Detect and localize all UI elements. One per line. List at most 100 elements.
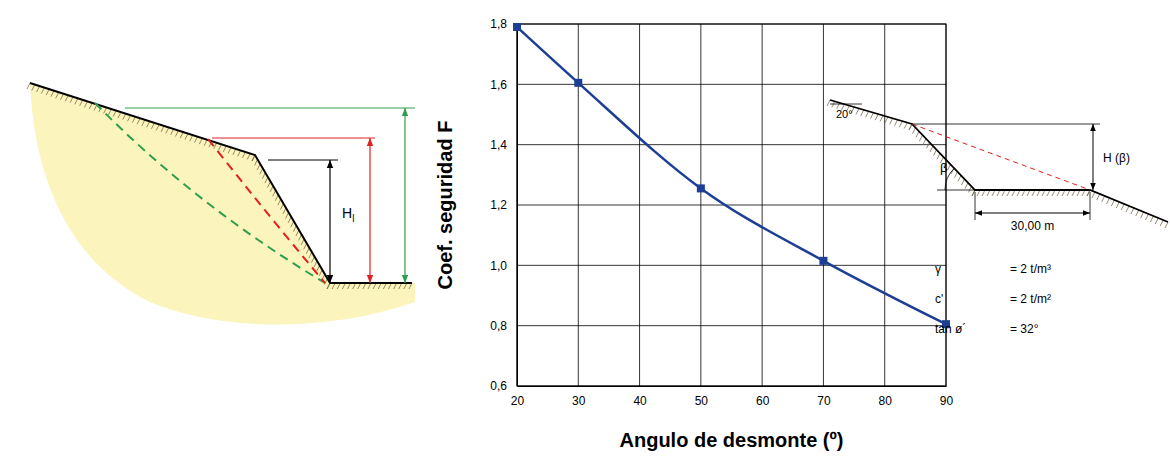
width-arrow [975,213,1090,214]
ground-hatch [927,142,930,148]
width-reference [1090,192,1091,220]
y-tick: 1,0 [490,259,517,273]
data-marker [513,23,521,31]
ground-hatch [1102,196,1105,202]
ground-hatch [870,113,873,119]
ground-hatch [1126,206,1129,212]
ground-surface [30,83,412,283]
slip-surface-red [208,139,325,283]
ground-hatch [27,83,30,89]
ground-hatch [1146,214,1149,220]
x-axis-title: Angulo de desmonte (º) [620,429,844,451]
x-tick-label: 50 [695,394,709,408]
ground-hatch [1097,194,1100,200]
ground-hatch [904,123,907,129]
ground-hatch [948,164,951,170]
y-tick: 0,8 [490,319,517,333]
parameter-symbol: tan ø´ [935,322,966,336]
ground-hatch [1107,198,1110,204]
x-tick: 20 [511,386,525,408]
y-tick: 1,6 [490,78,517,92]
y-tick: 0,6 [490,379,517,393]
y-tick-label: 0,8 [490,319,507,333]
x-tick-label: 60 [756,394,770,408]
width-label: 30,00 m [1011,219,1054,233]
data-marker [574,79,582,87]
ground-hatch [916,131,919,137]
grid-line-y [517,144,946,145]
height-label: Hl [342,205,354,224]
ground-hatch [861,110,864,116]
y-axis: 0,60,81,01,21,41,61,8 [490,17,517,393]
y-tick-label: 1,0 [490,259,507,273]
ground-hatch [937,153,940,159]
x-tick: 90 [940,386,954,408]
parameter-symbol: γ [935,262,941,276]
parameter-value: = 2 t/m³ [1010,262,1051,276]
chart: 20304050607080900,60,81,01,21,41,61,8Ang… [434,17,953,451]
ground-hatch [1092,192,1095,198]
ground-hatch [972,190,975,196]
plot-frame [517,24,946,386]
ground-hatch [866,111,869,117]
top-angle-label: 20° [836,108,853,120]
height-reference [912,124,1100,125]
x-tick: 30 [572,386,586,408]
ground-hatch [930,146,933,152]
y-axis-title: Coef. seguridad F [434,121,456,290]
dimension-arrow [369,138,370,283]
ground-hatch [1136,210,1139,216]
dimension-arrow [329,160,330,283]
height-label-subscript: l [352,213,354,224]
height-label-main: H [342,205,352,221]
ground-hatch [875,114,878,120]
x-axis-line [518,386,947,387]
y-tick-label: 1,6 [490,78,507,92]
dimension-reference [125,108,415,109]
ground-hatch [962,179,965,185]
y-axis-line [517,25,518,387]
ground-hatch [1150,216,1153,222]
x-tick-label: 40 [633,394,647,408]
ground-hatch [895,120,898,126]
angle-reference [830,104,862,105]
x-axis: 20 30 40 50 60 70 80 90 [511,386,954,408]
grid-line-y [517,265,946,266]
x-tick: 50 [695,386,709,408]
x-tick: 40 [633,386,647,408]
ground-hatch [1116,202,1119,208]
x-tick: 80 [879,386,893,408]
x-tick: 70 [817,386,831,408]
x-tick-label: 70 [817,394,831,408]
ground-hatch [955,172,958,178]
dimension-reference [268,160,338,161]
ground-hatch [923,139,926,145]
ground-hatch [880,116,883,122]
ground-hatch [920,135,923,141]
x-tick-label: 90 [940,394,954,408]
soil-mass [30,83,415,325]
grid-line-y [517,205,946,206]
y-tick: 1,4 [490,138,517,152]
ground-hatch [1121,204,1124,210]
ground-hatch [827,100,830,106]
y-tick-label: 1,4 [490,138,507,152]
y-tick-label: 0,6 [490,379,507,393]
equivalent-slope [912,124,1090,190]
x-tick-label: 20 [511,394,525,408]
dimension-reference [212,138,375,139]
ground-hatch [958,175,961,181]
ground-hatch [913,128,916,134]
ground-hatch [1141,212,1144,218]
ground-hatch [965,183,968,189]
canvas: Hl20304050607080900,60,81,01,21,41,61,8A… [0,0,1170,462]
ground-hatch [1111,200,1114,206]
right-diagram: 20°H (β)β30,00 mγ= 2 t/m³c'= 2 t/m²tan ø… [827,100,1168,336]
left-diagram: Hl [27,83,415,325]
ground-hatch [1131,208,1134,214]
y-tick: 1,8 [490,17,517,31]
ground-hatch [890,118,893,124]
ground-hatch [909,124,912,130]
ground-hatch [909,124,912,130]
ground-hatch [1155,218,1158,224]
